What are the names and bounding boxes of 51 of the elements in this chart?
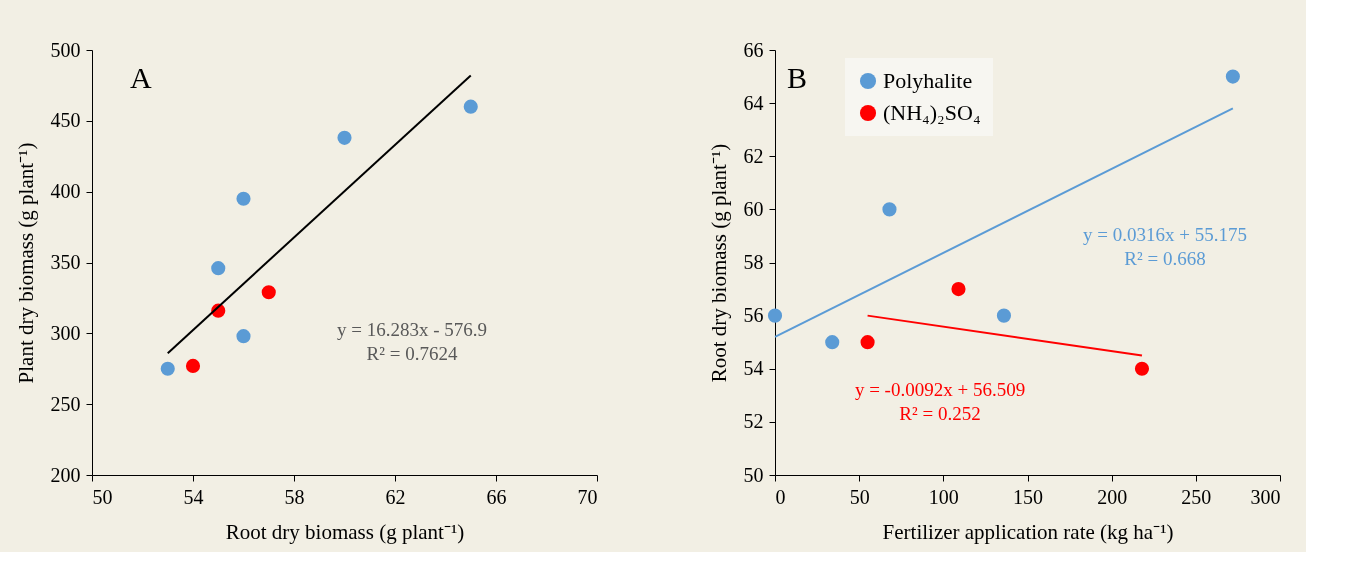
x-axis-title: Root dry biomass (g plant⁻¹) xyxy=(225,519,465,544)
x-tick-label: 0 xyxy=(775,485,786,508)
y-tick-label: 60 xyxy=(743,197,764,220)
x-tick-label: 100 xyxy=(928,485,959,508)
x-tick-label: 50 xyxy=(92,485,113,508)
y-tick-label: 56 xyxy=(743,304,764,327)
legend-label: Polyhalite xyxy=(883,68,973,93)
point xyxy=(860,335,875,350)
y-tick-label: 450 xyxy=(50,109,81,132)
y-tick-label: 400 xyxy=(50,180,81,203)
y-axis-title: Root dry biomass (g plant⁻¹) xyxy=(706,143,731,383)
x-tick-label: 150 xyxy=(1013,485,1043,508)
annotation: R² = 0.668 xyxy=(1124,248,1206,269)
y-tick-label: 58 xyxy=(743,251,764,273)
point xyxy=(767,308,783,323)
annotation: y = 0.0316x + 55.175 xyxy=(1083,224,1247,245)
y-axis-title: Plant dry biomass (g plant⁻¹) xyxy=(13,142,38,384)
legend-label: (NH₄)₂SO₄ xyxy=(883,100,981,125)
x-tick-label: 54 xyxy=(183,485,204,508)
y-tick-label: 62 xyxy=(743,144,764,167)
x-tick-label: 66 xyxy=(486,485,507,508)
point xyxy=(996,308,1011,323)
y-tick-label: 300 xyxy=(50,321,81,344)
y-tick-label: 200 xyxy=(50,463,81,486)
y-tick-label: 66 xyxy=(743,38,764,61)
annotation: R² = 0.252 xyxy=(899,403,981,424)
y-tick-label: 52 xyxy=(743,410,764,433)
x-axis-title: Fertilizer application rate (kg ha⁻¹) xyxy=(882,519,1174,544)
x-tick-label: 250 xyxy=(1181,485,1212,508)
point xyxy=(951,282,966,297)
point xyxy=(1225,69,1240,84)
x-tick-label: 70 xyxy=(577,485,598,508)
x-tick-label: 300 xyxy=(1250,485,1281,508)
annotation: R² = 0.7624 xyxy=(366,343,458,364)
y-tick-label: 250 xyxy=(50,392,81,415)
x-tick-label: 200 xyxy=(1097,485,1128,508)
annotation: y = -0.0092x + 56.509 xyxy=(854,379,1026,400)
y-tick-label: 64 xyxy=(743,91,764,114)
annotation: y = 16.283x - 576.9 xyxy=(336,319,488,340)
annotation: A xyxy=(130,61,152,94)
x-tick-label: 62 xyxy=(385,485,406,508)
annotation: B xyxy=(787,61,808,94)
y-tick-label: 50 xyxy=(743,463,764,486)
x-tick-label: 50 xyxy=(849,485,870,508)
point xyxy=(825,335,840,350)
y-tick-label: 500 xyxy=(50,38,81,61)
y-tick-label: 350 xyxy=(50,251,81,273)
point xyxy=(882,202,897,217)
y-tick-label: 54 xyxy=(743,357,764,380)
point xyxy=(1134,361,1150,376)
x-tick-label: 58 xyxy=(284,485,305,508)
